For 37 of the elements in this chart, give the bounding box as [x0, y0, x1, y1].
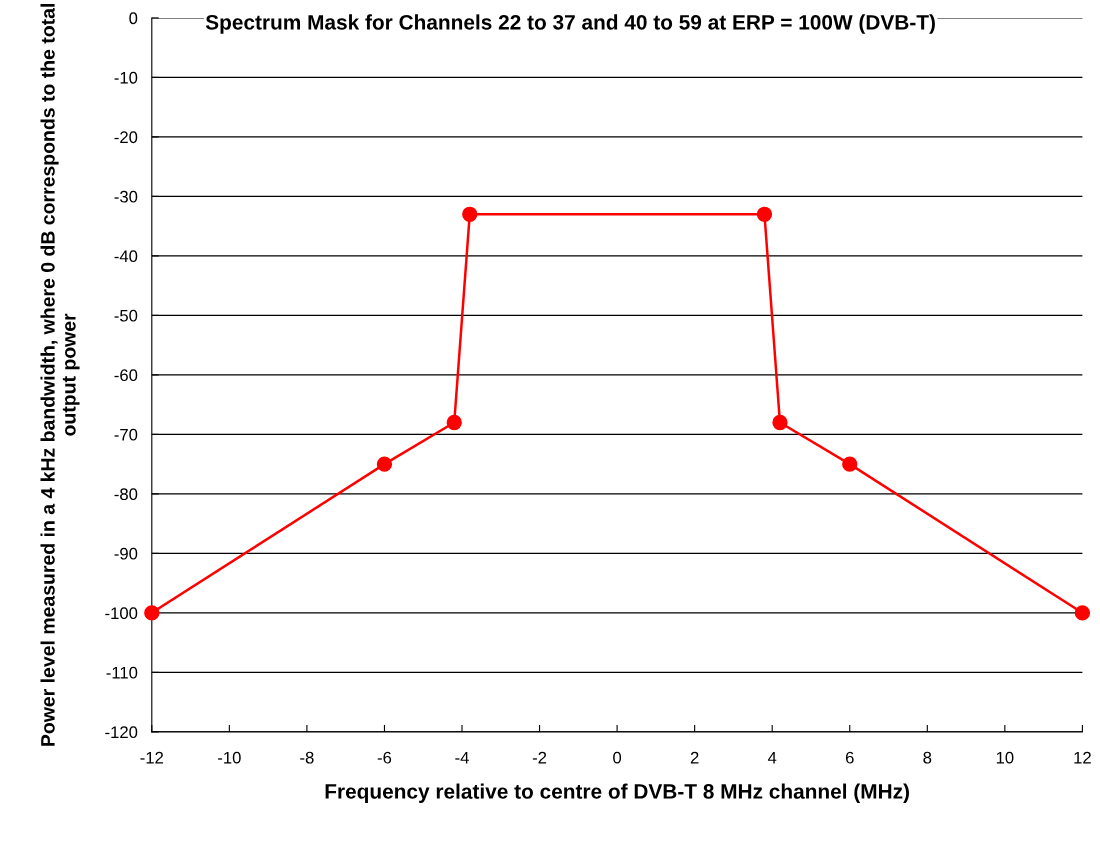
chart-title: Spectrum Mask for Channels 22 to 37 and 40 to 59 at ERP = 100W (DVB-T) — [205, 14, 935, 34]
y-tick-label: 0 — [129, 12, 138, 25]
y-tick-label: -60 — [114, 369, 138, 382]
x-tick-label: -10 — [218, 751, 241, 764]
y-tick-label: -80 — [114, 488, 138, 501]
y-axis-title: Power level measured in a 4 kHz bandwidth, where 0 dB corresponds to the total output power — [40, 4, 80, 746]
x-tick-label: -12 — [140, 751, 164, 764]
point — [376, 456, 393, 472]
x-tick-label: 8 — [923, 751, 932, 764]
point — [1074, 605, 1091, 621]
y-tick-label: -110 — [106, 666, 138, 679]
x-tick-label: 2 — [690, 751, 699, 764]
point — [772, 414, 788, 431]
y-tick-label: -120 — [105, 726, 138, 739]
x-tick-label: -4 — [455, 751, 469, 764]
y-tick-label: -90 — [114, 547, 138, 560]
point — [144, 605, 160, 621]
y-tick-label: -10 — [114, 71, 138, 84]
point — [446, 414, 462, 431]
y-tick-label: -100 — [105, 607, 138, 620]
x-axis-title: Frequency relative to centre of DVB-T 8 MHz channel (MHz) — [325, 783, 909, 803]
point — [842, 456, 858, 472]
x-tick-label: -6 — [377, 751, 392, 764]
x-tick-label: 12 — [1074, 751, 1091, 764]
x-tick-label: 6 — [845, 751, 854, 764]
y-tick-label: -30 — [114, 190, 138, 203]
point — [462, 206, 478, 222]
x-tick-label: 0 — [613, 751, 622, 764]
x-tick-label: 4 — [767, 751, 777, 764]
y-tick-label: -20 — [114, 131, 138, 144]
point — [756, 206, 773, 222]
x-tick-label: -8 — [300, 751, 314, 764]
y-tick-label: -70 — [114, 428, 138, 441]
x-tick-label: 10 — [996, 751, 1014, 764]
y-tick-label: -50 — [114, 309, 138, 322]
y-tick-label: -40 — [114, 250, 138, 263]
x-tick-label: -2 — [532, 751, 547, 764]
